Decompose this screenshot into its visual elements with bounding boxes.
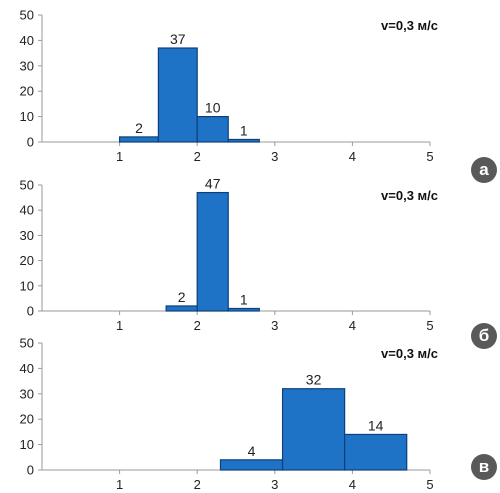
x-tick-label: 2 — [194, 318, 201, 333]
y-tick-label: 40 — [20, 203, 34, 218]
x-tick-label: 5 — [426, 477, 433, 492]
x-tick-label: 4 — [349, 318, 356, 333]
y-tick-label: 20 — [20, 412, 34, 427]
x-tick-label: 3 — [271, 149, 278, 164]
y-tick-label: 10 — [20, 437, 34, 452]
bar-data-label: 1 — [240, 122, 248, 138]
bar-data-label: 47 — [205, 176, 221, 192]
histogram-bar — [165, 305, 198, 312]
x-tick-label: 1 — [116, 318, 123, 333]
y-tick-label: 40 — [20, 361, 34, 376]
y-tick-label: 0 — [27, 135, 34, 150]
x-tick-label: 5 — [426, 318, 433, 333]
panel-badge — [471, 323, 497, 349]
y-tick-label: 0 — [27, 304, 34, 319]
bar-data-label: 14 — [368, 417, 384, 433]
y-tick-label: 30 — [20, 228, 34, 243]
bar-data-label: 4 — [248, 443, 256, 459]
histogram-bar — [227, 307, 260, 312]
y-tick-label: 20 — [20, 84, 34, 99]
chart-panel-2: 0 10 20 30 40 50 1 2 3 4 5 2 47 1 v=0,3 м/с б — [20, 176, 497, 349]
histogram-bar — [219, 459, 284, 471]
bar-data-label: 10 — [205, 100, 221, 116]
x-tick-label: 3 — [271, 477, 278, 492]
y-tick-label: 30 — [20, 386, 34, 401]
panel-badge — [471, 454, 497, 480]
y-tick-label: 50 — [20, 336, 34, 351]
histogram-bar — [196, 191, 229, 312]
x-tick-label: 3 — [271, 318, 278, 333]
x-tick-label: 4 — [349, 477, 356, 492]
x-tick-label: 5 — [426, 149, 433, 164]
speed-annotation: v=0,3 м/с — [381, 346, 438, 361]
bar-data-label: 2 — [135, 120, 143, 136]
histogram-bar — [227, 138, 260, 143]
y-tick-label: 50 — [20, 8, 34, 23]
x-tick-label: 1 — [116, 477, 123, 492]
y-tick-label: 0 — [27, 463, 34, 478]
bar-data-label: 2 — [178, 289, 186, 305]
panel-letter: а — [479, 160, 489, 179]
y-tick-label: 50 — [20, 178, 34, 193]
x-tick-label: 1 — [116, 149, 123, 164]
panel-letter: в — [479, 457, 489, 476]
chart-panel-3: 0 10 20 30 40 50 1 2 3 4 5 4 32 14 v=0,3 м/с в — [20, 336, 497, 492]
histogram-bar — [196, 115, 229, 143]
speed-annotation: v=0,3 м/с — [381, 18, 438, 33]
x-tick-label: 4 — [349, 149, 356, 164]
y-tick-label: 20 — [20, 253, 34, 268]
panel-letter: б — [479, 326, 490, 345]
histogram-bar — [118, 136, 159, 143]
histogram-bar — [344, 433, 408, 471]
bar-data-label: 37 — [170, 31, 186, 47]
y-tick-label: 10 — [20, 278, 34, 293]
x-tick-label: 2 — [194, 477, 201, 492]
panel-badge — [471, 157, 497, 183]
histogram-bar — [281, 388, 346, 471]
bar-data-label: 32 — [306, 372, 322, 388]
y-tick-label: 10 — [20, 109, 34, 124]
speed-annotation: v=0,3 м/с — [381, 188, 438, 203]
y-tick-label: 30 — [20, 58, 34, 73]
bar-data-label: 1 — [240, 291, 248, 307]
y-tick-label: 40 — [20, 33, 34, 48]
histogram-bar — [157, 47, 198, 143]
x-tick-label: 2 — [194, 149, 201, 164]
